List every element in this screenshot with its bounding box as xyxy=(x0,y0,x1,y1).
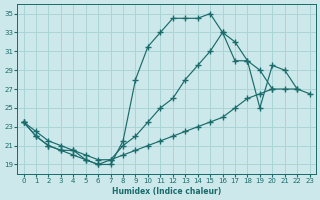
X-axis label: Humidex (Indice chaleur): Humidex (Indice chaleur) xyxy=(112,187,221,196)
